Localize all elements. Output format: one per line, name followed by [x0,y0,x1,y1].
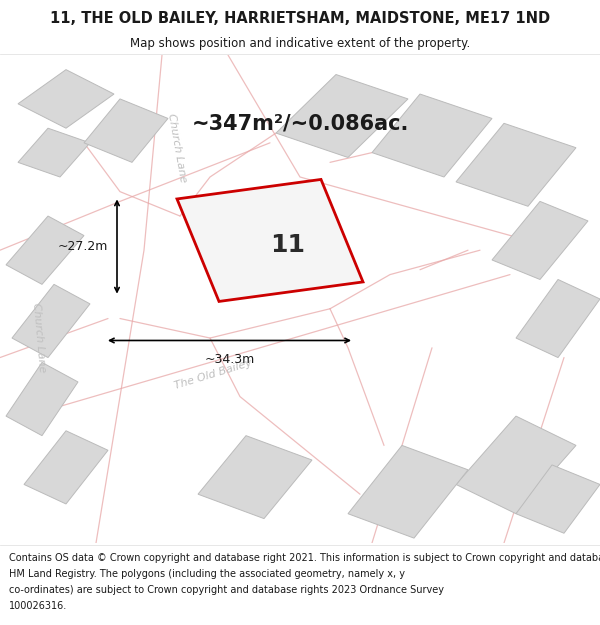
Polygon shape [516,279,600,358]
Text: Church Lane: Church Lane [31,302,47,373]
Polygon shape [456,416,576,514]
Text: Church Lane: Church Lane [166,112,188,183]
Text: ~34.3m: ~34.3m [205,352,254,366]
Text: HM Land Registry. The polygons (including the associated geometry, namely x, y: HM Land Registry. The polygons (includin… [9,569,405,579]
Polygon shape [492,201,588,279]
Polygon shape [456,123,576,206]
Polygon shape [177,179,363,301]
Polygon shape [24,431,108,504]
Text: The Old Bailey: The Old Bailey [173,358,253,391]
Polygon shape [276,74,408,158]
Text: ~27.2m: ~27.2m [58,240,108,253]
Text: Contains OS data © Crown copyright and database right 2021. This information is : Contains OS data © Crown copyright and d… [9,553,600,563]
Polygon shape [6,362,78,436]
Text: co-ordinates) are subject to Crown copyright and database rights 2023 Ordnance S: co-ordinates) are subject to Crown copyr… [9,585,444,595]
Polygon shape [6,216,84,284]
Polygon shape [12,284,90,357]
Text: 100026316.: 100026316. [9,601,67,611]
Polygon shape [348,446,468,538]
Text: ~347m²/~0.086ac.: ~347m²/~0.086ac. [192,113,409,133]
Text: 11, THE OLD BAILEY, HARRIETSHAM, MAIDSTONE, ME17 1ND: 11, THE OLD BAILEY, HARRIETSHAM, MAIDSTO… [50,11,550,26]
Polygon shape [18,69,114,128]
Polygon shape [84,99,168,162]
Polygon shape [516,465,600,533]
Text: Map shows position and indicative extent of the property.: Map shows position and indicative extent… [130,38,470,51]
Polygon shape [198,436,312,519]
Polygon shape [372,94,492,177]
Polygon shape [18,128,90,177]
Text: 11: 11 [271,233,305,258]
